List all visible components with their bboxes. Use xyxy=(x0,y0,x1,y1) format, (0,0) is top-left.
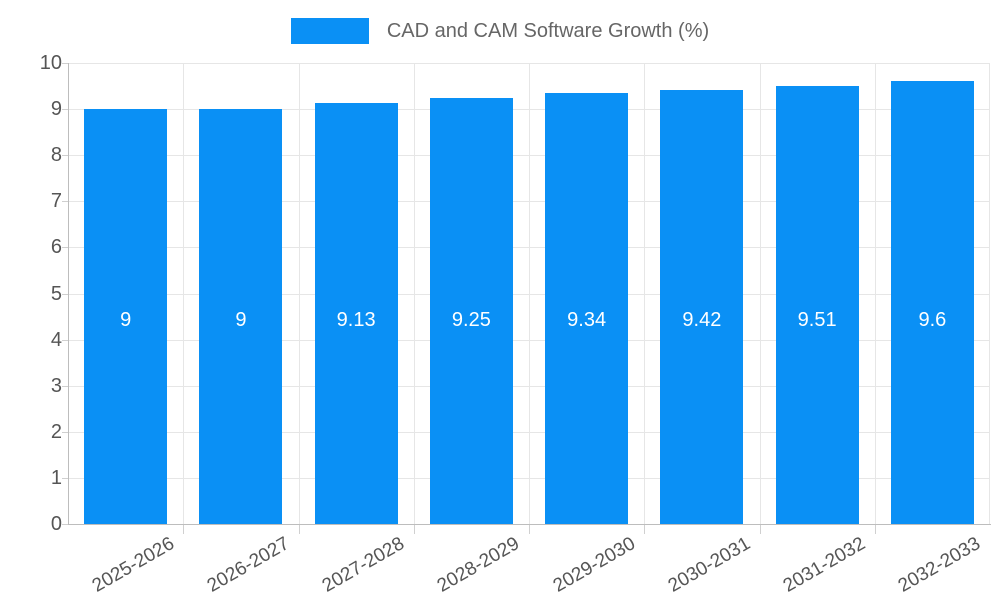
gridline-vertical xyxy=(183,63,184,524)
y-axis-tick-label: 10 xyxy=(39,52,62,74)
y-axis-tick-mark xyxy=(62,477,68,479)
bar[interactable] xyxy=(890,81,974,524)
chart-legend: CAD and CAM Software Growth (%) xyxy=(0,10,1000,52)
y-axis-tick-mark xyxy=(62,247,68,249)
gridline-vertical xyxy=(760,63,761,524)
x-axis-tick-mark xyxy=(760,525,761,534)
x-axis-tick-mark xyxy=(414,525,415,534)
x-axis-tick-mark xyxy=(183,525,184,534)
x-axis-tick-label: 2032-2033 xyxy=(895,533,985,597)
legend-color-swatch xyxy=(290,18,369,44)
bar-value-label: 9.13 xyxy=(336,309,376,331)
x-axis-tick-mark xyxy=(875,525,876,534)
gridline-vertical xyxy=(299,63,300,524)
legend-item-cad-cam-software-growth[interactable]: CAD and CAM Software Growth (%) xyxy=(290,18,710,44)
y-axis-tick-mark xyxy=(62,339,68,341)
bar[interactable] xyxy=(429,97,513,524)
legend-label: CAD and CAM Software Growth (%) xyxy=(386,20,710,42)
x-axis-tick-label: 2030-2031 xyxy=(664,533,754,597)
bar-value-label: 9.51 xyxy=(797,309,837,331)
bar-value-label: 9.6 xyxy=(918,309,947,331)
y-axis-tick-mark xyxy=(62,201,68,203)
x-axis-tick-label: 2031-2032 xyxy=(779,533,870,597)
x-axis-tick-label: 2028-2029 xyxy=(434,533,524,597)
y-axis-tick-label: 0 xyxy=(50,513,62,535)
x-axis-tick-label: 2029-2030 xyxy=(549,533,639,597)
y-axis-tick-label: 9 xyxy=(50,98,62,121)
y-axis: 0 1 2 3 4 5 6 7 8 9 10 xyxy=(0,0,68,600)
bar[interactable] xyxy=(660,89,744,524)
x-axis-tick-mark xyxy=(529,525,530,534)
x-axis-tick-label: 2026-2027 xyxy=(203,533,293,597)
bar-value-label: 9 xyxy=(120,309,132,331)
y-axis-tick-label: 3 xyxy=(50,374,62,397)
gridline-vertical xyxy=(414,63,415,524)
y-axis-tick-mark xyxy=(62,293,68,295)
y-axis-tick-label: 4 xyxy=(50,328,62,351)
x-axis-tick-mark xyxy=(644,525,645,534)
y-axis-tick-label: 7 xyxy=(50,190,62,213)
plot-area: 9 9 9.13 9.25 9.34 9.42 9.51 9.6 xyxy=(68,63,990,525)
bar-value-label: 9.42 xyxy=(682,309,722,331)
y-axis-tick-label: 8 xyxy=(50,144,62,167)
y-axis-tick-mark xyxy=(62,385,68,387)
y-axis-tick-label: 6 xyxy=(50,236,62,259)
y-axis-line xyxy=(68,63,69,525)
bar[interactable] xyxy=(199,109,283,524)
gridline-vertical xyxy=(875,63,876,524)
gridline-vertical xyxy=(529,63,530,524)
bar[interactable] xyxy=(314,103,398,524)
bar-value-label: 9.34 xyxy=(567,309,607,331)
y-axis-tick-mark xyxy=(62,431,68,433)
y-axis-tick-mark xyxy=(62,155,68,157)
y-axis-tick-mark xyxy=(62,109,68,111)
bar-value-label: 9.25 xyxy=(451,309,491,331)
gridline-vertical xyxy=(644,63,645,524)
bar[interactable] xyxy=(545,93,629,524)
x-axis-tick-label: 2025-2026 xyxy=(88,533,178,597)
y-axis-tick-mark xyxy=(62,63,68,64)
bar-value-label: 9 xyxy=(235,309,247,331)
x-axis-line xyxy=(68,524,991,525)
gridline-vertical xyxy=(989,63,990,524)
x-axis-tick-label: 2027-2028 xyxy=(318,533,409,597)
bar[interactable] xyxy=(775,85,859,524)
y-axis-tick-label: 1 xyxy=(50,466,62,489)
x-axis-tick-mark xyxy=(299,525,300,534)
y-axis-tick-label: 5 xyxy=(50,282,62,305)
bar[interactable] xyxy=(84,109,168,524)
y-axis-tick-mark xyxy=(62,524,68,525)
y-axis-tick-label: 2 xyxy=(50,420,62,443)
